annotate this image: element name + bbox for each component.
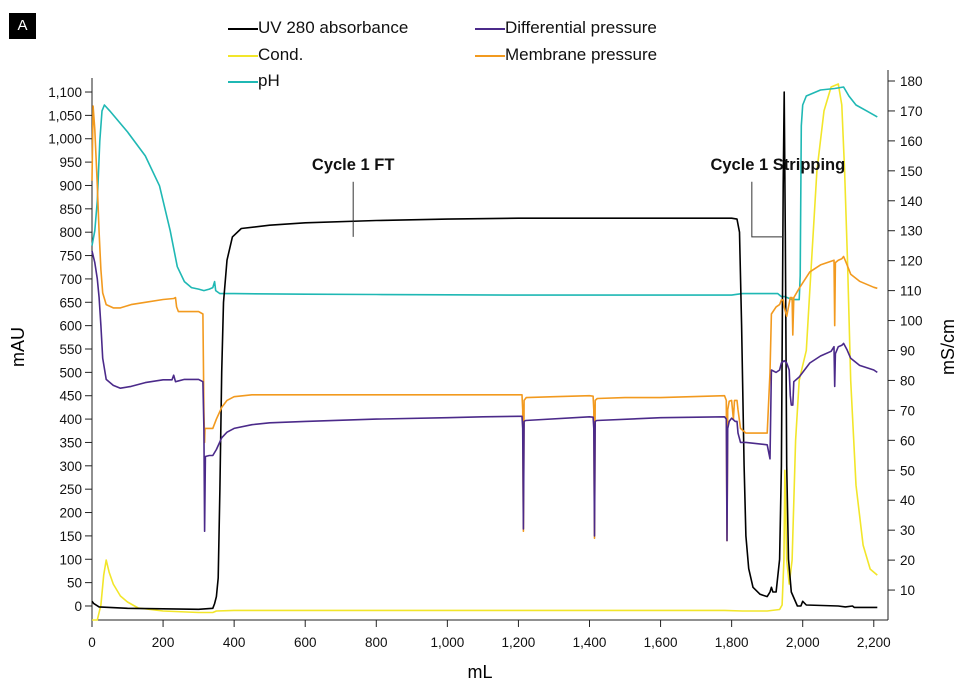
y2-tick-label: 50 [900, 463, 915, 478]
series-line-differential-pressure [91, 250, 878, 542]
x-axis-label: mL [467, 662, 492, 682]
legend-label: Cond. [258, 45, 304, 64]
y-tick-label: 450 [59, 389, 82, 404]
annotation-leader [751, 181, 783, 238]
panel-label: A [9, 13, 36, 39]
legend-label: pH [258, 71, 280, 90]
legend-swatch [228, 81, 258, 83]
y-tick-label: 50 [67, 576, 82, 591]
x-tick-label: 1,600 [644, 635, 678, 650]
series-line-uv-280-absorbance [91, 91, 878, 611]
y2-tick-label: 130 [900, 224, 923, 239]
annotation-layer: Cycle 1 FT Cycle 1 Stripping [312, 156, 845, 238]
y2-tick-label: 90 [900, 343, 915, 358]
x-tick-label: 1,400 [573, 635, 607, 650]
x-tick-label: 200 [152, 635, 175, 650]
y-tick-label: 650 [59, 295, 82, 310]
y-tick-label: 700 [59, 272, 82, 287]
y2-tick-label: 160 [900, 134, 923, 149]
x-tick-label: 2,200 [857, 635, 891, 650]
y2-tick-label: 80 [900, 373, 915, 388]
y-tick-label: 850 [59, 202, 82, 217]
y2-tick-label: 10 [900, 583, 915, 598]
x-tick-label: 600 [294, 635, 317, 650]
y-tick-label: 550 [59, 342, 82, 357]
y-tick-label: 200 [59, 506, 82, 521]
y2-tick-label: 110 [900, 284, 922, 299]
y-tick-label: 900 [59, 178, 82, 193]
y-tick-label: 500 [59, 365, 82, 380]
y-tick-label: 250 [59, 482, 82, 497]
y-tick-label: 350 [59, 435, 82, 450]
x-tick-label: 1,200 [502, 635, 536, 650]
legend-swatch [475, 28, 505, 30]
y2-tick-label: 150 [900, 164, 923, 179]
legend-swatch [228, 28, 258, 30]
y-tick-label: 1,000 [48, 132, 82, 147]
y2-axis-label: mS/cm [938, 319, 958, 375]
legend-label: Differential pressure [505, 18, 657, 37]
series-line-ph [91, 86, 878, 301]
y-tick-label: 400 [59, 412, 82, 427]
x-tick-label: 0 [88, 635, 96, 650]
y-tick-label: 100 [59, 552, 82, 567]
y-tick-label: 300 [59, 459, 82, 474]
y-tick-label: 150 [59, 529, 82, 544]
series-line-cond [92, 83, 878, 621]
legend-label: Membrane pressure [505, 45, 658, 64]
y2-tick-label: 170 [900, 104, 923, 119]
x-tick-label: 1,000 [430, 635, 464, 650]
y2-tick-label: 60 [900, 433, 915, 448]
y2-tick-label: 120 [900, 254, 923, 269]
x-tick-label: 2,000 [786, 635, 820, 650]
y-tick-label: 750 [59, 249, 82, 264]
annotation-label: Cycle 1 FT [312, 156, 395, 174]
x-tick-label: 800 [365, 635, 388, 650]
y2-tick-label: 30 [900, 523, 915, 538]
y-tick-label: 800 [59, 225, 82, 240]
legend-label: UV 280 absorbance [258, 18, 409, 37]
y2-tick-label: 70 [900, 403, 915, 418]
x-tick-label: 1,800 [715, 635, 749, 650]
y-tick-label: 1,050 [48, 108, 82, 123]
y2-tick-label: 20 [900, 553, 915, 568]
y-tick-label: 0 [74, 599, 82, 614]
y2-tick-label: 180 [900, 74, 923, 89]
annotation-label: Cycle 1 Stripping [710, 156, 845, 174]
y-tick-label: 600 [59, 319, 82, 334]
axes-layer: 0 200 400 600 800 1,000 1,200 1,400 1,600 1,800 2,… [48, 70, 923, 650]
y-tick-label: 1,100 [48, 85, 82, 100]
y2-tick-label: 140 [900, 194, 923, 209]
legend-swatch [475, 55, 505, 57]
y-axis-label: mAU [8, 327, 28, 367]
series-layer [91, 83, 878, 621]
y-tick-label: 950 [59, 155, 82, 170]
y2-tick-label: 40 [900, 493, 915, 508]
legend-swatch [228, 55, 258, 57]
y2-tick-label: 100 [900, 314, 923, 329]
x-tick-label: 400 [223, 635, 246, 650]
